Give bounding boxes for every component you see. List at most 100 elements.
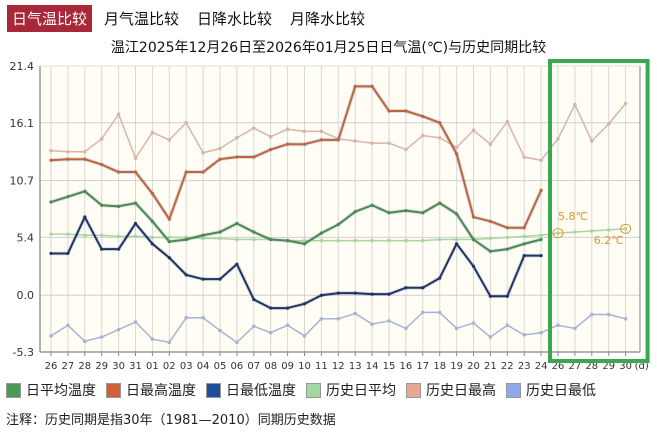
data-point (539, 188, 543, 192)
legend-swatch (6, 382, 21, 398)
data-point (387, 238, 391, 243)
x-tick-label: 17 (416, 361, 429, 372)
legend-swatch (206, 382, 221, 398)
data-point (252, 297, 256, 302)
data-point (606, 312, 611, 317)
data-point (488, 219, 492, 223)
data-point (150, 235, 155, 240)
data-point (133, 170, 138, 174)
legend-item[interactable]: 历史日最高 (406, 380, 496, 400)
data-point (319, 129, 324, 134)
data-point (269, 306, 273, 310)
data-point (421, 310, 425, 315)
data-point (404, 326, 408, 331)
data-point (319, 293, 323, 297)
data-point (201, 233, 205, 237)
tab-daily-precipitation[interactable]: 日降水比较 (197, 10, 273, 28)
data-point (623, 316, 628, 321)
tab-daily-temperature[interactable]: 日气温比较 (7, 5, 93, 32)
data-point (471, 215, 476, 219)
data-point (184, 170, 188, 174)
data-point (286, 142, 290, 146)
legend-item[interactable]: 日最高温度 (106, 380, 196, 400)
data-point (421, 114, 425, 118)
x-tick-label: 29 (95, 361, 108, 372)
data-point (184, 273, 188, 277)
data-point (116, 234, 121, 239)
data-point (437, 310, 442, 315)
tab-monthly-temperature[interactable]: 月气温比较 (104, 10, 180, 28)
x-tick-label: 06 (231, 361, 244, 372)
data-point (286, 238, 290, 243)
data-point (83, 149, 87, 154)
data-point (590, 312, 594, 317)
series-0 (49, 189, 543, 254)
data-point (437, 237, 442, 242)
legend-item[interactable]: 历史日平均 (306, 380, 396, 400)
data-point (184, 315, 188, 320)
x-tick-label: 02 (163, 361, 176, 372)
tab-monthly-precipitation[interactable]: 月降水比较 (290, 10, 366, 28)
data-point (252, 126, 256, 130)
data-point (150, 242, 154, 246)
chart-title: 温江2025年12月26日至2026年01月25日日气温(℃)与历史同期比较 (110, 40, 547, 56)
data-point (83, 189, 87, 193)
data-point (488, 249, 492, 253)
data-point (116, 327, 121, 332)
x-tick-label: 28 (78, 361, 91, 372)
data-point (83, 339, 87, 344)
data-point (606, 228, 611, 232)
data-point (66, 157, 70, 161)
data-point (387, 141, 391, 145)
data-point (66, 251, 70, 256)
data-point (455, 242, 459, 246)
data-point (505, 294, 509, 298)
data-point (133, 234, 138, 239)
data-point (522, 155, 526, 159)
legend-item[interactable]: 日最低温度 (206, 380, 296, 400)
data-point (488, 236, 493, 241)
data-point (505, 323, 510, 328)
data-point (100, 203, 104, 207)
data-point (353, 139, 358, 143)
footnote: 注释：历史同期是指30年（1981—2010）同期历史数据 (6, 413, 336, 428)
legend-swatch (306, 382, 321, 398)
data-point (387, 292, 391, 296)
data-point (573, 102, 577, 107)
x-tick-label: 27 (62, 361, 75, 372)
data-point (167, 235, 172, 240)
data-point (66, 232, 70, 236)
y-tick-label: 0.0 (17, 289, 35, 302)
data-point (319, 231, 323, 235)
data-point (505, 119, 510, 124)
data-point (201, 170, 205, 174)
data-point (387, 319, 391, 323)
x-tick-label: 26 (552, 361, 565, 372)
data-point (167, 340, 172, 345)
legend-label: 日平均温度 (26, 383, 96, 399)
data-point (370, 141, 374, 145)
data-point (421, 286, 425, 290)
data-point (404, 238, 408, 243)
x-tick-label: 27 (569, 361, 582, 372)
x-unit-label: (d) (635, 361, 649, 372)
data-point (522, 253, 526, 258)
data-point (353, 210, 357, 214)
y-tick-label: 16.1 (10, 117, 35, 130)
y-tick-label: 10.7 (10, 175, 35, 188)
data-point (319, 316, 324, 321)
legend-item[interactable]: 历史日最低 (506, 380, 596, 400)
data-point (150, 219, 154, 223)
data-point (336, 222, 340, 227)
x-tick-label: 09 (281, 361, 294, 372)
data-point (150, 337, 155, 341)
data-point (488, 294, 492, 298)
series-line (51, 216, 542, 310)
data-point (150, 191, 154, 196)
data-point (539, 237, 543, 242)
x-tick-label: 24 (535, 361, 548, 372)
data-point (539, 158, 543, 163)
x-tick-label: 03 (180, 361, 193, 372)
data-point (302, 334, 307, 338)
legend-item[interactable]: 日平均温度 (6, 380, 96, 400)
